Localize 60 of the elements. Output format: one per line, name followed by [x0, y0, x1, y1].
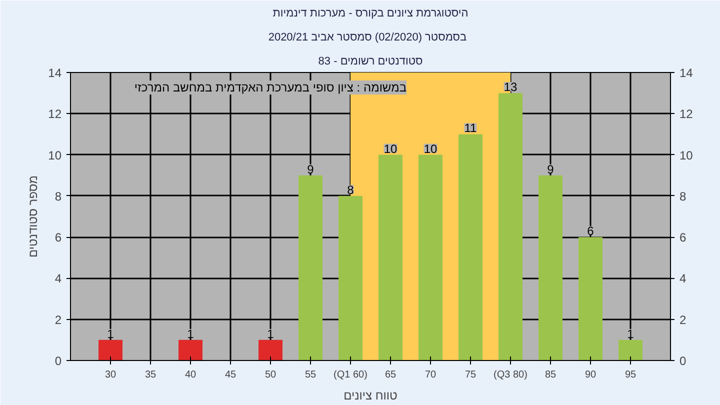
- y-tick-label: 6: [54, 230, 62, 245]
- chart-subtitle: בסמסטר (02/2020) סמסטר אביב 2020/21: [268, 32, 467, 44]
- x-tick-label: 95: [624, 370, 636, 380]
- x-tick-label: 35: [144, 370, 156, 380]
- data-label: 10: [424, 142, 438, 156]
- x-tick-label: 85: [544, 370, 556, 380]
- y-tick-label: 4: [54, 272, 62, 286]
- x-tick-label: 40: [184, 370, 196, 380]
- x-tick-label: 90: [584, 370, 596, 380]
- data-label: 13: [504, 80, 518, 94]
- text: סטודנטים רשומים - 83: [318, 56, 423, 68]
- y-tick-label: 0: [54, 354, 62, 368]
- y2-tick-label: 4: [680, 272, 686, 286]
- y2-tick-label: 12: [680, 107, 694, 122]
- y-axis-title: מספר סטודנטים: [26, 175, 40, 258]
- x-tick-label: 30: [104, 370, 116, 380]
- bar: [618, 340, 642, 360]
- y2-tick-label: 2: [680, 312, 686, 327]
- annotation: במשומה : ציון סופי במערכת האקדמית במחשב המרכזי: [134, 80, 407, 94]
- y2-tick-label: 0: [680, 354, 686, 368]
- y2-tick-label: 8: [680, 189, 686, 204]
- bar: [178, 340, 202, 360]
- x-tick-label: 45: [224, 370, 236, 380]
- x-tick-label: 65: [384, 370, 396, 380]
- data-label: 1: [107, 326, 114, 341]
- bar: [98, 340, 122, 360]
- data-label: 1: [267, 326, 274, 341]
- data-label: 6: [587, 224, 594, 238]
- y-tick-label: 12: [48, 107, 62, 122]
- bar: [298, 175, 322, 360]
- data-label: 8: [347, 182, 354, 197]
- data-label: 9: [307, 162, 314, 176]
- x-tick-label: 50: [264, 370, 276, 380]
- bar: [418, 154, 442, 360]
- y-tick-label: 8: [54, 189, 62, 204]
- data-label: 1: [187, 326, 194, 341]
- bar: [258, 340, 282, 360]
- x-axis-title: טווח ציונים: [344, 388, 398, 402]
- y2-tick-label: 10: [680, 148, 694, 162]
- y-tick-label: 14: [48, 66, 62, 80]
- chart-title: היסטוגרמת ציונים בקורס - מערכות דינמיות: [272, 8, 468, 20]
- bar: [498, 93, 522, 360]
- x-tick-label: 70: [424, 370, 436, 380]
- y-tick-label: 2: [54, 312, 62, 327]
- y-tick-label: 10: [48, 148, 62, 162]
- data-label: 9: [547, 162, 554, 176]
- y2-tick-label: 14: [680, 66, 694, 80]
- bar: [538, 175, 562, 360]
- x-tick-label: (Q1 60): [334, 370, 368, 380]
- bar: [378, 154, 402, 360]
- bar: [458, 134, 482, 360]
- data-label: 1: [627, 326, 634, 341]
- x-tick-label: 75: [464, 370, 476, 380]
- data-label: 11: [464, 121, 478, 136]
- x-tick-label: (Q3 80): [494, 370, 528, 380]
- bar: [338, 196, 362, 360]
- data-label: 10: [384, 142, 398, 156]
- bar: [578, 237, 602, 360]
- y2-tick-label: 6: [680, 230, 686, 245]
- x-tick-label: 55: [304, 370, 316, 380]
